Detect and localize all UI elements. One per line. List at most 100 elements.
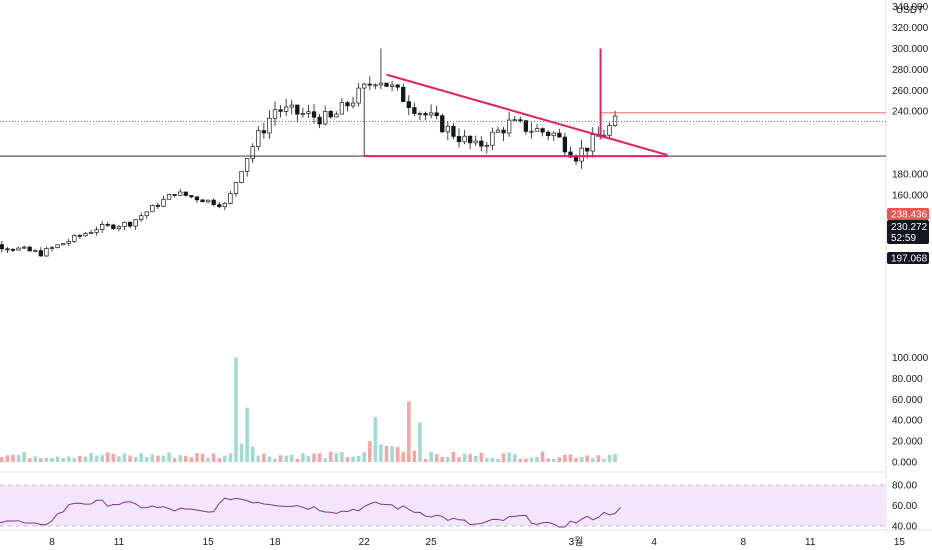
candle-body <box>16 247 21 251</box>
price-tick-label: 240.000 <box>892 107 929 118</box>
rsi-axis: 80.00 60.00 40.00 <box>892 481 917 533</box>
candle-body <box>284 106 289 112</box>
volume-bar <box>278 455 283 462</box>
candle-body <box>490 131 495 146</box>
volume-bar <box>172 458 177 462</box>
candle-body <box>222 203 227 208</box>
candle-body <box>367 83 372 86</box>
candle-body <box>328 110 333 118</box>
volume-bar <box>328 451 333 462</box>
candle-body <box>88 232 94 234</box>
rsi-line <box>0 497 621 528</box>
countdown-text: 52:59 <box>891 233 916 244</box>
volume-bar <box>379 444 383 462</box>
volume-bar <box>596 455 601 462</box>
candle-body <box>473 140 478 144</box>
candle-body <box>311 111 317 118</box>
volume-bar <box>373 417 378 462</box>
candle-body <box>345 102 350 107</box>
volume-bar <box>228 453 233 462</box>
volume-bar <box>451 451 456 462</box>
candle-body <box>495 129 501 133</box>
candle-body <box>228 193 233 204</box>
candle-body <box>150 205 155 213</box>
frame <box>0 0 932 531</box>
triangle-upper-trendline[interactable] <box>386 73 668 157</box>
volume-bar <box>563 454 567 462</box>
candle-body <box>518 119 523 122</box>
price-tick-label: 260.000 <box>892 86 929 97</box>
candle-body <box>77 235 83 237</box>
volume-bar <box>33 456 38 462</box>
candle-body <box>139 215 144 220</box>
volume-bar <box>289 454 294 462</box>
last-price-text: 238.436 <box>891 210 928 221</box>
candle-body <box>250 146 255 159</box>
candle-body <box>233 182 239 194</box>
support-price-tag <box>887 252 929 264</box>
candle-body <box>261 130 266 134</box>
volume-bar <box>66 456 71 462</box>
triangle-drawing[interactable] <box>364 48 668 158</box>
volume-bars <box>0 357 617 462</box>
volume-bar <box>144 456 149 462</box>
volume-bar <box>579 457 584 462</box>
candle-body <box>100 224 105 231</box>
candle-body <box>94 229 99 233</box>
volume-bar <box>518 458 523 462</box>
volume-bar <box>529 457 534 462</box>
candle-body <box>189 195 194 198</box>
volume-bar <box>161 455 166 462</box>
volume-bar <box>11 454 15 462</box>
rsi-tick-label: 60.00 <box>892 501 917 512</box>
time-tick-label: 22 <box>359 537 371 548</box>
current-price-text: 230.272 <box>891 222 928 233</box>
currency-label[interactable]: USDT <box>896 5 923 16</box>
candle-body <box>205 199 211 203</box>
rsi-band <box>0 485 886 526</box>
candle-body <box>529 130 534 133</box>
candle-body <box>278 109 283 112</box>
candle-body <box>440 115 445 133</box>
volume-bar <box>267 456 272 462</box>
candle-body <box>546 131 551 137</box>
volume-bar <box>72 458 77 462</box>
candle-body <box>133 219 138 227</box>
candle-body <box>434 112 439 116</box>
last-price-tag <box>887 208 929 220</box>
volume-bar <box>5 455 10 462</box>
candle-body <box>55 244 60 249</box>
volume-bar <box>105 452 110 462</box>
candle-body <box>127 222 133 227</box>
candle-body <box>467 135 473 144</box>
volume-bar <box>200 453 205 462</box>
price-tick-label: 100.000 <box>892 353 929 364</box>
volume-bar <box>89 452 93 462</box>
price-tick-label: 160.000 <box>892 190 929 201</box>
rsi-series <box>0 497 621 528</box>
volume-bar <box>607 454 612 462</box>
volume-bar <box>468 454 472 462</box>
volume-bar <box>490 457 495 462</box>
rsi-pane <box>0 484 886 527</box>
volume-bar <box>334 453 339 462</box>
volume-bar <box>345 457 350 462</box>
volume-bar <box>446 457 450 462</box>
candle-body <box>389 84 395 87</box>
time-axis: 8 11 15 18 22 25 3월 4 8 11 15 <box>49 536 905 548</box>
rsi-tick-label: 80.00 <box>892 481 917 492</box>
price-tick-label: 80.000 <box>892 374 923 385</box>
candle-body <box>479 140 484 147</box>
candle-body <box>155 205 161 207</box>
candle-body <box>21 246 27 249</box>
candle-body <box>395 84 400 88</box>
volume-bar <box>301 453 305 462</box>
volume-bar <box>217 458 222 462</box>
candle-body <box>83 233 88 237</box>
candle-body <box>573 156 579 162</box>
candle-body <box>38 250 43 257</box>
volume-bar <box>83 456 88 462</box>
volume-bar <box>473 455 478 462</box>
volume-bar <box>524 458 528 462</box>
